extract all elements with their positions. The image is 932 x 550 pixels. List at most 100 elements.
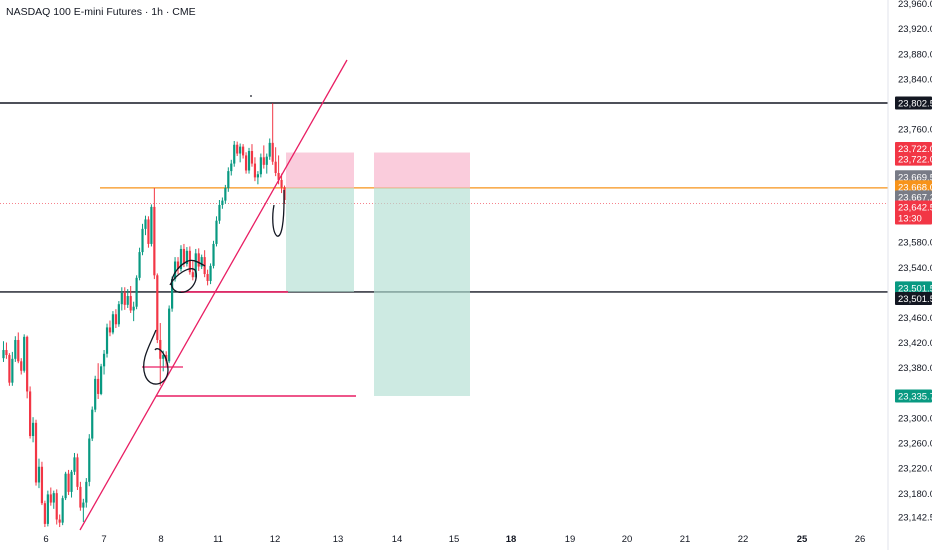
freehand-hook[interactable] (272, 190, 285, 237)
candle-body (105, 327, 109, 354)
price-tag-label: 23,335.75 (898, 392, 932, 403)
candle-body (64, 473, 67, 499)
price-tick-label: 23,840.00 (898, 74, 932, 85)
candle-body (100, 366, 103, 394)
candle-body (206, 274, 209, 281)
freehand-loop[interactable] (143, 329, 169, 385)
freehand-loop[interactable] (169, 259, 206, 293)
time-tick-label: 14 (392, 534, 403, 545)
candle-body (79, 486, 82, 508)
candle-body (61, 498, 64, 523)
candle-body (168, 308, 171, 362)
candle-body (162, 355, 165, 359)
candle-body (221, 200, 224, 206)
price-tag (895, 96, 932, 110)
candle-body (182, 248, 186, 265)
candle-body (212, 243, 215, 266)
take-profit-zone[interactable] (374, 187, 470, 396)
stop-loss-zone[interactable] (374, 152, 470, 188)
price-tick-label: 23,760.00 (898, 125, 932, 136)
price-tick-label: 23,220.00 (898, 464, 932, 475)
candle-body (247, 151, 251, 171)
candle-body (26, 336, 29, 392)
candle-body (20, 361, 23, 371)
candle-body (97, 378, 100, 394)
price-tick-label: 23,540.00 (898, 263, 932, 274)
candle-body (239, 146, 242, 154)
candle-body (138, 252, 141, 278)
candle-body (236, 144, 239, 154)
dot-marker (250, 95, 252, 97)
candle-body (40, 466, 44, 504)
candle-body (94, 378, 97, 410)
time-tick-label: 26 (855, 534, 866, 545)
time-tick-label: 11 (213, 534, 223, 545)
candle-body (215, 220, 218, 244)
price-tag (895, 170, 932, 184)
time-tick-label: 22 (738, 534, 749, 545)
candle-body (280, 179, 283, 188)
candle-body (141, 228, 144, 253)
price-tick-label: 23,580.00 (898, 238, 932, 249)
candle-body (271, 142, 274, 162)
candle-body (73, 457, 76, 472)
candle-body (14, 339, 17, 359)
price-tag (895, 389, 932, 403)
candle-body (117, 304, 120, 325)
price-tick-label: 23,142.50 (898, 512, 932, 523)
candle-body (200, 257, 203, 267)
candle-body (268, 142, 271, 157)
price-tag-label: 23,501.50 (898, 283, 932, 294)
candle-body (132, 306, 135, 311)
candle-body (23, 336, 26, 371)
price-tick-label: 23,180.00 (898, 489, 932, 500)
price-tag (895, 200, 932, 225)
candle-body (224, 188, 227, 201)
candle-body (126, 296, 129, 305)
take-profit-zone[interactable] (286, 187, 354, 292)
candle-body (259, 157, 262, 175)
chart-title: NASDAQ 100 E-mini Futures · 1h · CME (6, 6, 196, 18)
price-tick-label: 23,420.00 (898, 338, 932, 349)
time-tick-label: 25 (797, 534, 808, 545)
price-tick-label: 23,300.00 (898, 413, 932, 424)
time-tick-label: 21 (680, 534, 691, 545)
price-tag-label: 23,668.00 (898, 182, 932, 193)
candle-body (43, 503, 46, 524)
price-tag-label: 23,722.00 (898, 155, 932, 166)
price-tick-label: 23,880.00 (898, 49, 932, 60)
candle-body (108, 327, 112, 333)
candle-body (256, 174, 259, 178)
time-tick-label: 12 (270, 534, 281, 545)
candle-body (17, 339, 20, 362)
candle-body (218, 205, 221, 221)
trendline[interactable] (79, 59, 348, 531)
candle-body (8, 355, 11, 383)
candle-body (230, 163, 233, 172)
price-tick-label: 23,260.00 (898, 439, 932, 450)
candle-body (171, 279, 174, 309)
candle-body (179, 248, 183, 270)
stop-loss-zone[interactable] (286, 152, 354, 188)
candle-body (5, 350, 8, 356)
price-tag (895, 292, 932, 306)
candle-body (82, 502, 85, 508)
candle-body (31, 422, 35, 437)
price-tag-label: 23,722.00 (898, 144, 932, 155)
candle-body (277, 172, 280, 180)
candle-body (11, 358, 14, 383)
candle-body (233, 144, 236, 164)
candle-body (250, 151, 254, 164)
price-tag-label: 23,667.25 (898, 192, 932, 203)
price-tick-label: 23,920.00 (898, 24, 932, 35)
candle-body (147, 219, 150, 244)
candle-body (197, 253, 200, 267)
candle-body (253, 163, 257, 178)
time-tick-label: 15 (449, 534, 460, 545)
price-tag (895, 180, 932, 194)
candle-body (37, 466, 41, 483)
candle-body (209, 265, 212, 281)
time-tick-label: 20 (622, 534, 633, 545)
candle-body (265, 156, 268, 165)
